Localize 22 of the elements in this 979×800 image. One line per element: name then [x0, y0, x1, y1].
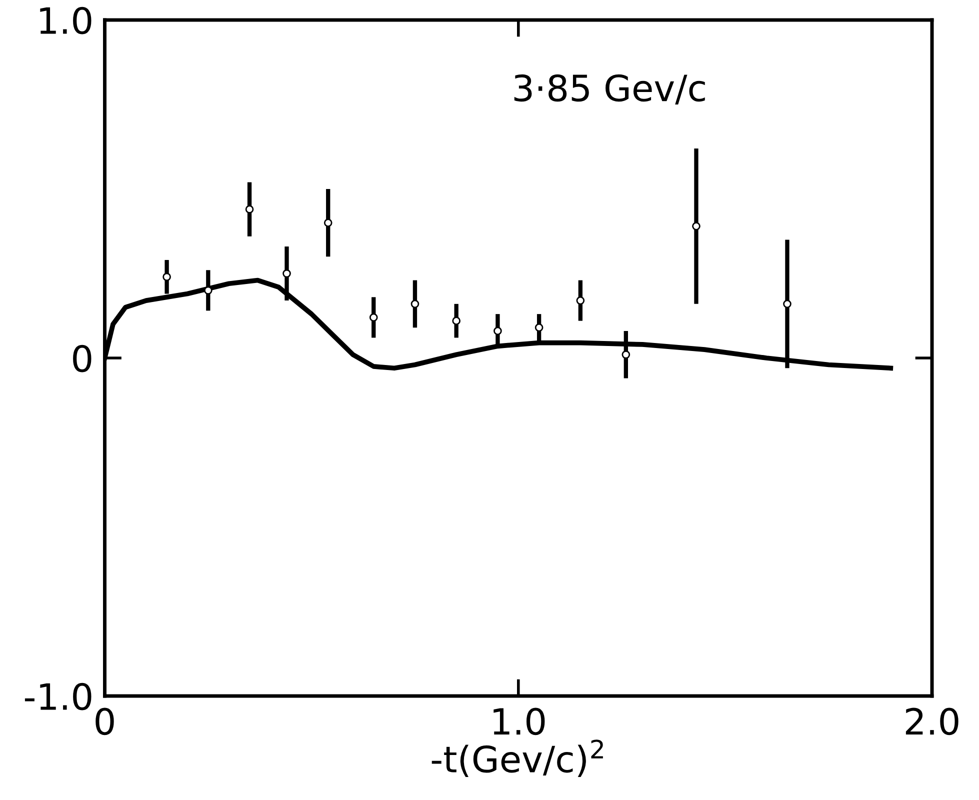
point [783, 300, 792, 308]
point [204, 286, 212, 295]
point [324, 218, 332, 227]
y-tick-label: -1.0 [24, 682, 92, 710]
x-tick-label: 1.0 [494, 708, 545, 736]
x-axis-title: -t(Gev/c)$^{2}$ [432, 740, 603, 777]
point [576, 296, 585, 305]
annotation: 3·85 Gev/c [514, 74, 705, 104]
point [452, 316, 461, 325]
point [245, 205, 254, 214]
point [282, 269, 291, 278]
y-tick-label: 0 [73, 344, 92, 372]
x-tick-label: 2.0 [906, 708, 958, 736]
point [622, 350, 630, 359]
x-tick-label: 0 [96, 708, 114, 736]
point [369, 313, 378, 322]
point [692, 222, 700, 230]
point [162, 272, 171, 282]
point [534, 323, 544, 332]
y-tick-label: 1.0 [40, 6, 92, 34]
point [410, 300, 420, 308]
point [494, 326, 502, 336]
